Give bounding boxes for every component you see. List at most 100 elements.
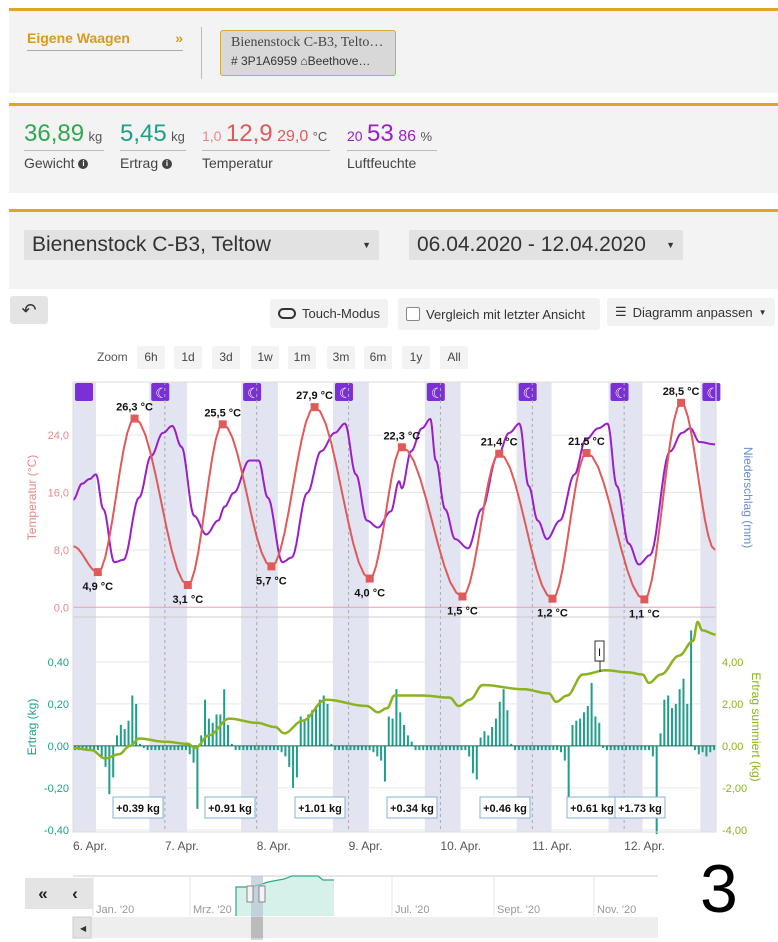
zoom-option-1w[interactable]: 1w: [251, 346, 279, 369]
zoom-option-6m[interactable]: 6m: [364, 346, 392, 369]
touch-mode-button[interactable]: Touch-Modus: [270, 299, 389, 328]
zoom-option-1m[interactable]: 1m: [288, 346, 316, 369]
yield-bar: [395, 689, 398, 746]
yield-bar: [261, 745, 264, 751]
yield-label: Ertrag: [120, 155, 159, 171]
yield-bar: [705, 745, 708, 757]
moon-glyph: ☾: [523, 385, 536, 401]
yield-bar: [479, 737, 482, 746]
yield-bar: [307, 714, 310, 746]
yield-bar: [253, 745, 256, 751]
prev-page-button[interactable]: ‹: [72, 884, 78, 903]
yield-bar: [380, 745, 383, 761]
temperature-extreme-label: 4,9 °C: [82, 581, 113, 593]
yield-bar: [135, 703, 138, 746]
yield-bar: [295, 745, 298, 778]
daily-gain-label: +1.01 kg: [298, 803, 342, 815]
yield-bar: [483, 731, 486, 746]
yield-bar: [234, 745, 237, 751]
zoom-option-6h[interactable]: 6h: [137, 346, 165, 369]
yield-bar: [594, 716, 597, 746]
yield-bar: [437, 745, 440, 751]
yield-bar: [399, 712, 402, 746]
moon-glyph: ☾: [706, 385, 719, 401]
zoom-option-1y[interactable]: 1y: [402, 346, 430, 369]
yield-bar: [659, 733, 662, 746]
daily-gain-box: [294, 796, 346, 819]
cumulative-yield-line: [72, 620, 717, 760]
yield-bar: [188, 745, 191, 755]
yield-bar: [387, 716, 390, 746]
yield-bar: [257, 745, 260, 751]
home-icon: ⌂: [300, 54, 308, 68]
yield-bar: [207, 718, 210, 746]
temperature-extreme-label: 27,9 °C: [296, 390, 333, 402]
zoom-option-3m[interactable]: 3m: [327, 346, 355, 369]
yield-bar: [360, 745, 363, 751]
yield-bar: [338, 745, 341, 751]
daily-gain-box: [204, 796, 256, 819]
yield-bar: [674, 703, 677, 746]
info-icon[interactable]: i: [78, 159, 89, 170]
date-range-select[interactable]: 06.04.2020 - 12.04.2020 ▼: [409, 230, 683, 260]
yield-bar: [196, 745, 199, 809]
yield-bar: [491, 727, 494, 746]
humidity-unit: %: [420, 129, 432, 144]
x-axis-tick: 7. Apr.: [165, 839, 199, 853]
stat-yield: 5,45 kg Ertrag i: [120, 120, 186, 171]
zoom-option-1d[interactable]: 1d: [174, 346, 202, 369]
temp-axis-tick: 16,0: [48, 487, 69, 499]
info-icon[interactable]: i: [162, 159, 173, 170]
yield-bar: [464, 745, 467, 751]
yield-bar: [116, 735, 119, 746]
own-scales-link[interactable]: Eigene Waagen »: [27, 30, 183, 51]
temperature-extreme-marker: [548, 594, 557, 603]
hive-select[interactable]: Bienenstock C-B3, Teltow ▼: [24, 230, 379, 260]
daily-gain-label: +0.39 kg: [116, 803, 160, 815]
yield-bar: [403, 724, 406, 746]
yield-bar: [628, 745, 631, 751]
zoom-option-all[interactable]: All: [440, 346, 468, 369]
navigator-handle-right[interactable]: [258, 885, 266, 903]
yield-bar: [648, 745, 651, 751]
hive-card[interactable]: Bienenstock C-B3, Telto… # 3P1A6959 ⌂Bee…: [220, 30, 396, 76]
yield-bar: [119, 724, 122, 746]
hive-card-name: Bienenstock C-B3, Telto…: [231, 35, 384, 50]
yield-bar: [372, 745, 375, 753]
scrollbar-left-button[interactable]: [72, 916, 92, 939]
yield-bar: [506, 710, 509, 746]
stat-weight: 36,89 kg Gewicht i: [24, 120, 104, 171]
yield-value: 5,45: [120, 120, 167, 147]
yield-bar: [533, 745, 536, 751]
scrollbar-thumb[interactable]: [251, 917, 263, 938]
zoom-option-3d[interactable]: 3d: [212, 346, 240, 369]
temperature-extreme-label: 1,1 °C: [629, 608, 660, 620]
yield-bar: [621, 745, 624, 751]
temp-min: 1,0: [202, 128, 222, 144]
customize-chart-button[interactable]: ☰ Diagramm anpassen ▼: [607, 298, 775, 326]
yield-bar: [701, 745, 704, 753]
yield-bar: [391, 718, 394, 746]
scale-selection-panel: Eigene Waagen » Bienenstock C-B3, Telto… …: [9, 8, 778, 93]
daily-gain-box: [386, 796, 438, 819]
navigator-month-label: Nov. '20: [597, 904, 636, 916]
yield-bar: [200, 735, 203, 746]
compare-checkbox[interactable]: Vergleich mit letzter Ansicht: [398, 298, 600, 330]
yield-bar: [426, 745, 429, 751]
first-page-button[interactable]: «: [38, 884, 47, 903]
yield-bar: [682, 678, 685, 746]
checkbox-icon[interactable]: [406, 307, 420, 321]
moon-glyph: ☾: [247, 385, 260, 401]
daily-gain-box: [614, 796, 666, 819]
back-button[interactable]: ↶: [10, 296, 48, 324]
yield-bar: [303, 720, 306, 746]
yield-bar: [246, 745, 249, 751]
moon-glyph: ☾: [615, 385, 628, 401]
yield-bar: [322, 695, 325, 746]
navigator-handle-left[interactable]: [246, 885, 254, 903]
yield-axis-title: Ertrag (kg): [25, 699, 39, 756]
daily-gain-label: +0.46 kg: [483, 803, 527, 815]
yield-bar: [448, 745, 451, 751]
yield-bar: [161, 745, 164, 751]
